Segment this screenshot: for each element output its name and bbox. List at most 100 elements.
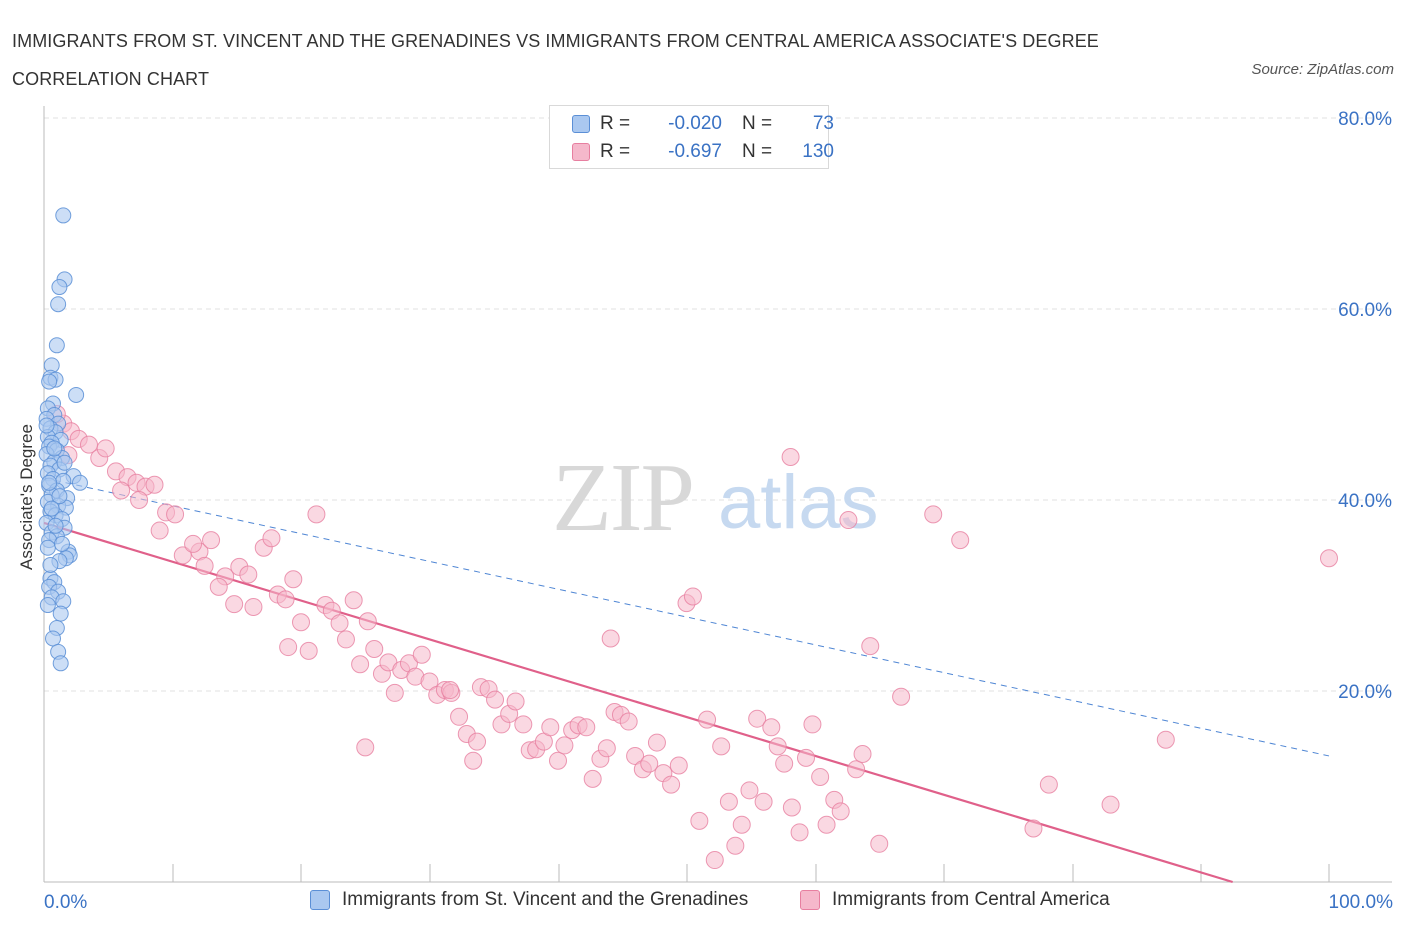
central-america-point-51 (412, 645, 431, 664)
central-america-point-112 (839, 511, 858, 530)
central-america-point-106 (803, 715, 822, 734)
central-america-point-127 (356, 738, 375, 757)
central-america-point-35 (299, 641, 318, 660)
central-america-point-20 (184, 534, 203, 553)
r-label: R = (600, 113, 631, 134)
central-america-point-125 (601, 629, 620, 648)
central-america-point-61 (486, 690, 505, 709)
central-america-point-100 (762, 718, 781, 737)
central-america-point-25 (239, 565, 258, 584)
central-america-point-26 (209, 577, 228, 596)
st-vincent-point-71 (53, 535, 70, 552)
st-vincent-legend-swatch (310, 890, 330, 910)
x-tick-label-max: 100.0% (1329, 892, 1394, 913)
central-america-point-21 (202, 531, 221, 550)
chart-title: IMMIGRANTS FROM ST. VINCENT AND THE GREN… (12, 31, 1099, 89)
st-vincent-point-65 (46, 440, 63, 457)
central-america-point-91 (698, 710, 717, 729)
x-tick-label-min: 0.0% (44, 892, 87, 913)
central-america-point-117 (892, 687, 911, 706)
central-america-point-65 (514, 715, 533, 734)
central-america-point-71 (555, 736, 574, 755)
source-credit: Source: ZipAtlas.com (1251, 61, 1394, 78)
central-america-point-34 (292, 613, 310, 632)
n-value: 130 (802, 141, 834, 162)
y-tick-label-20: 20.0% (1338, 682, 1392, 703)
st-vincent-point-47 (39, 539, 56, 556)
st-vincent-legend-label: Immigrants from St. Vincent and the Gren… (342, 889, 749, 910)
central-america-point-13 (112, 481, 131, 500)
central-america-point-93 (712, 737, 731, 756)
central-america-point-14 (130, 491, 149, 509)
tick-labels: 20.0% 40.0% 60.0% 80.0% 0.0% 100.0% (44, 109, 1393, 913)
central-america-point-56 (450, 707, 469, 726)
central-america-point-16 (166, 505, 185, 524)
central-america-swatch (572, 143, 590, 161)
central-america-legend-label: Immigrants from Central America (832, 889, 1110, 910)
central-america-point-40 (336, 630, 355, 649)
st-vincent-point-69 (43, 500, 60, 517)
central-america-point-39 (330, 614, 349, 633)
central-america-point-70 (549, 751, 567, 770)
central-america-point-114 (853, 745, 872, 764)
y-axis-label: Associate's Degree (17, 424, 36, 570)
central-america-point-116 (870, 834, 889, 853)
st-vincent-point-58 (39, 597, 56, 614)
central-america-point-83 (640, 754, 659, 773)
stats-row-st-vincent: R = -0.020 N = 73 (572, 111, 834, 137)
central-america-point-113 (847, 760, 866, 779)
central-america-point-33 (284, 570, 303, 589)
st-vincent-point-64 (38, 417, 55, 434)
st-vincent-point-3 (50, 296, 67, 313)
central-america-point-41 (344, 591, 363, 610)
central-america-point-18 (173, 546, 192, 565)
central-america-point-77 (597, 739, 616, 758)
r-label: R = (600, 141, 631, 162)
legend-entry-central-america: Immigrants from Central America (800, 889, 1110, 911)
central-america-point-94 (719, 792, 738, 811)
central-america-point-12 (145, 475, 164, 494)
central-america-point-121 (1039, 775, 1058, 794)
central-america-point-108 (817, 815, 836, 834)
st-vincent-point-61 (44, 630, 61, 647)
central-america-point-104 (790, 823, 809, 842)
central-america-point-102 (775, 754, 794, 773)
central-america-point-30 (262, 529, 281, 548)
central-america-point-124 (1320, 549, 1338, 568)
st-vincent-point-63 (52, 655, 69, 672)
st-vincent-swatch (572, 115, 590, 133)
central-america-point-97 (740, 781, 759, 800)
central-america-point-74 (577, 718, 596, 737)
central-america-point-122 (1101, 795, 1120, 814)
central-america-point-119 (951, 531, 970, 550)
st-vincent-point-70 (47, 517, 64, 534)
y-tick-label-40: 40.0% (1338, 491, 1392, 512)
central-america-point-111 (781, 448, 800, 467)
central-america-point-27 (225, 595, 244, 614)
central-america-point-43 (358, 612, 377, 631)
st-vincent-point-2 (51, 279, 68, 296)
central-america-legend-swatch (800, 890, 820, 910)
st-vincent-point-31 (71, 474, 88, 491)
central-america-point-44 (365, 639, 384, 658)
st-vincent-point-0 (55, 207, 72, 224)
central-america-point-22 (195, 556, 214, 575)
central-america-point-58 (464, 751, 483, 770)
central-america-point-101 (768, 737, 787, 756)
central-america-point-99 (754, 792, 773, 811)
n-value: 73 (812, 113, 834, 134)
y-tick-label-80: 80.0% (1338, 109, 1392, 130)
central-america-point-32 (276, 590, 295, 609)
central-america-point-126 (468, 732, 487, 751)
st-vincent-point-66 (56, 454, 73, 471)
central-america-points (47, 405, 1338, 870)
st-vincent-point-72 (42, 556, 59, 573)
central-america-point-69 (541, 718, 560, 737)
central-america-point-123 (1156, 730, 1175, 749)
central-america-point-96 (732, 815, 751, 834)
r-value: -0.697 (668, 141, 722, 162)
watermark: ZIP atlas (552, 444, 879, 552)
central-america-point-7 (96, 439, 115, 458)
central-america-point-95 (726, 836, 745, 855)
